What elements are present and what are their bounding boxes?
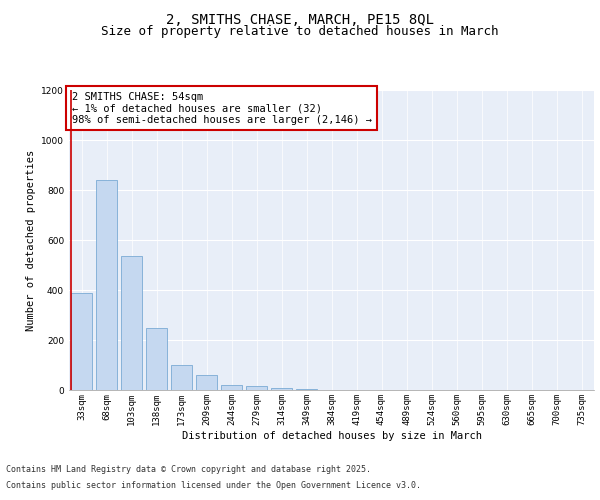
Bar [171, 365, 192, 390]
Text: Contains public sector information licensed under the Open Government Licence v3: Contains public sector information licen… [6, 480, 421, 490]
Bar [246, 386, 267, 390]
Bar [296, 389, 317, 390]
Bar [271, 388, 292, 390]
Bar [221, 384, 242, 390]
Bar [196, 374, 217, 390]
Text: Contains HM Land Registry data © Crown copyright and database right 2025.: Contains HM Land Registry data © Crown c… [6, 466, 371, 474]
Bar [71, 292, 92, 390]
X-axis label: Distribution of detached houses by size in March: Distribution of detached houses by size … [182, 430, 482, 440]
Bar [146, 328, 167, 390]
Bar [96, 180, 117, 390]
Text: 2, SMITHS CHASE, MARCH, PE15 8QL: 2, SMITHS CHASE, MARCH, PE15 8QL [166, 12, 434, 26]
Text: Size of property relative to detached houses in March: Size of property relative to detached ho… [101, 25, 499, 38]
Text: 2 SMITHS CHASE: 54sqm
← 1% of detached houses are smaller (32)
98% of semi-detac: 2 SMITHS CHASE: 54sqm ← 1% of detached h… [71, 92, 371, 124]
Y-axis label: Number of detached properties: Number of detached properties [26, 150, 35, 330]
Bar [121, 256, 142, 390]
